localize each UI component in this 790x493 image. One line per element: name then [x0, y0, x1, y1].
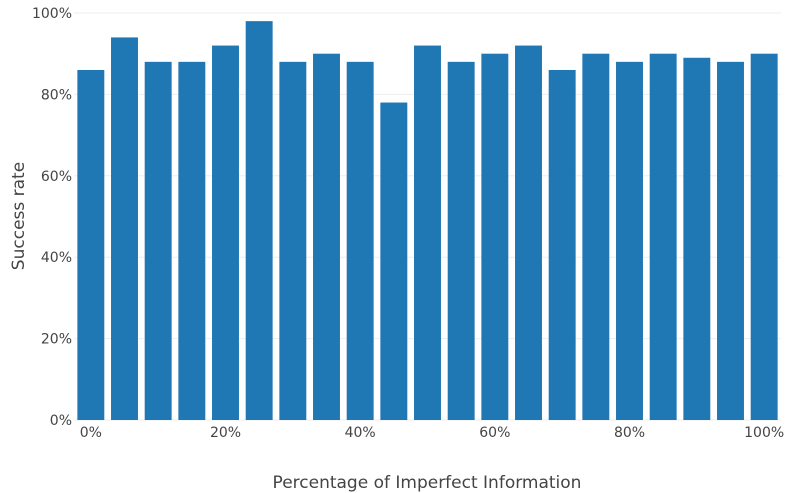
y-tick-label: 60% — [41, 169, 72, 185]
x-tick-label: 40% — [345, 425, 376, 441]
bar — [548, 69, 576, 420]
x-axis-ticks: 0% 20% 40% 60% 80% 100% — [80, 425, 784, 441]
bar — [717, 61, 744, 421]
bar — [447, 61, 475, 421]
x-axis-title: Percentage of Imperfect Information — [273, 473, 582, 493]
bar — [212, 45, 239, 421]
bar — [313, 53, 340, 420]
y-axis-ticks: 0% 20% 40% 60% 80% 100% — [32, 6, 72, 429]
x-tick-label: 100% — [744, 425, 784, 441]
y-tick-label: 40% — [41, 250, 72, 266]
bar — [279, 61, 307, 421]
bar — [245, 21, 273, 420]
x-tick-label: 20% — [210, 425, 241, 441]
x-tick-label: 0% — [80, 425, 102, 441]
bar — [481, 53, 509, 420]
x-tick-label: 60% — [479, 425, 510, 441]
bar — [582, 53, 610, 420]
y-tick-label: 0% — [50, 413, 72, 429]
bars — [77, 21, 778, 421]
bar — [111, 37, 138, 421]
bar — [649, 53, 677, 420]
bar — [144, 61, 172, 421]
y-axis-title: Success rate — [9, 162, 29, 270]
x-tick-label: 80% — [614, 425, 645, 441]
bar — [77, 69, 105, 420]
y-tick-label: 100% — [32, 6, 72, 22]
bar — [515, 45, 542, 421]
bar — [178, 61, 206, 421]
bar — [750, 53, 778, 420]
bar — [683, 57, 711, 421]
y-tick-label: 80% — [41, 87, 72, 103]
bar — [346, 61, 374, 421]
bar — [380, 102, 408, 420]
bar — [414, 45, 441, 421]
y-tick-label: 20% — [41, 332, 72, 348]
bar — [616, 61, 643, 421]
